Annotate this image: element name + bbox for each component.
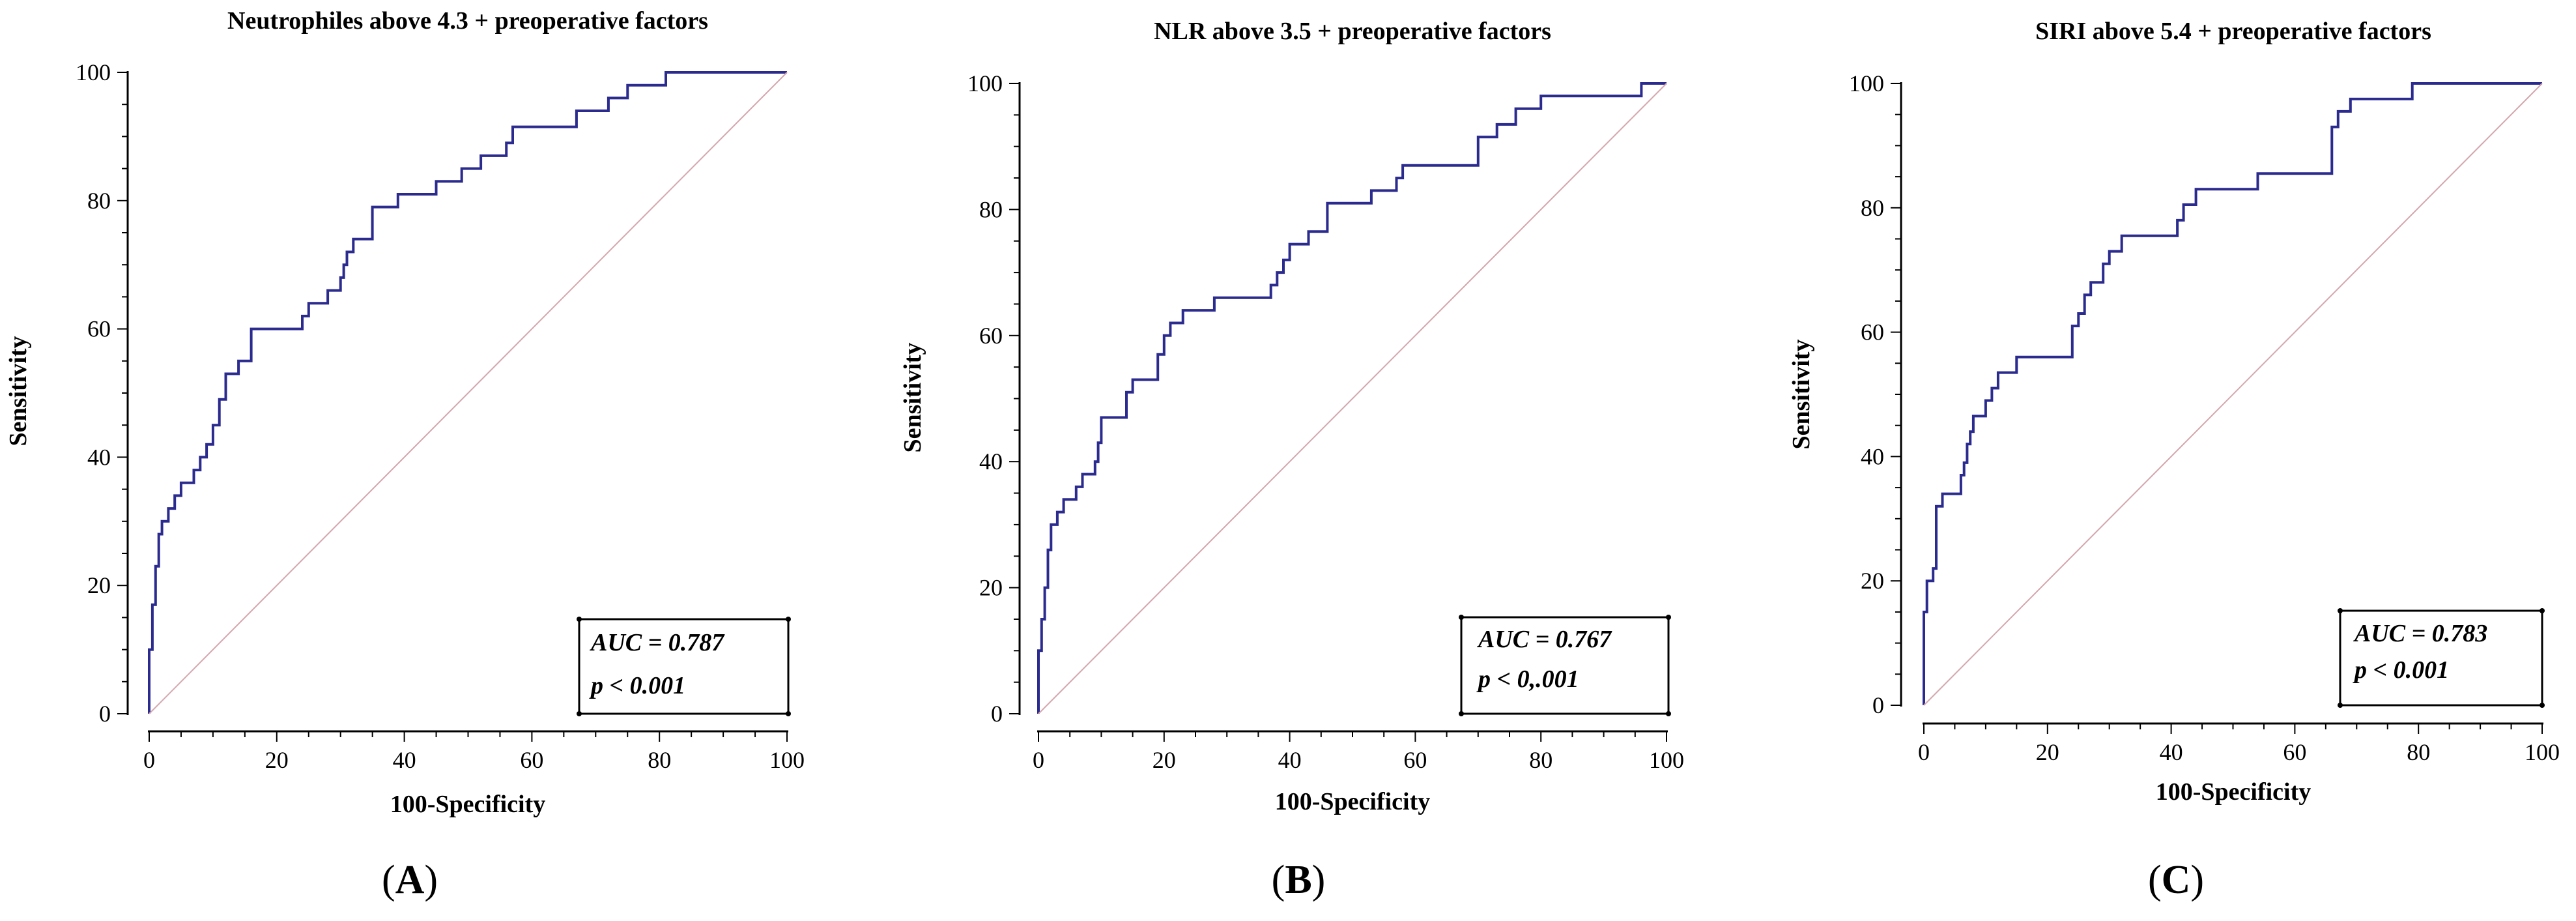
y-tick-label: 0 bbox=[991, 701, 1003, 727]
reference-diagonal-line bbox=[1038, 83, 1667, 714]
roc-curve bbox=[148, 71, 787, 714]
y-tick-label: 80 bbox=[87, 188, 111, 214]
auc-label: AUC = 0.767 bbox=[1477, 626, 1612, 653]
x-tick-label: 60 bbox=[520, 747, 543, 773]
y-tick-label: 80 bbox=[1861, 195, 1884, 221]
p-value-label: p < 0.001 bbox=[589, 672, 685, 699]
y-axis-title: Sensitivity bbox=[1788, 340, 1815, 450]
x-tick-label: 0 bbox=[143, 747, 155, 773]
y-axis-title: Sensitivity bbox=[5, 336, 32, 446]
y-tick-label: 40 bbox=[87, 444, 111, 470]
x-tick-label: 80 bbox=[1529, 747, 1553, 773]
auc-label: AUC = 0.787 bbox=[590, 629, 725, 656]
panel-title: Neutrophiles above 4.3 + preoperative fa… bbox=[227, 7, 708, 35]
y-tick-label: 60 bbox=[979, 323, 1003, 349]
panel-title: SIRI above 5.4 + preoperative factors bbox=[2035, 18, 2431, 45]
panel-letter: (B) bbox=[1272, 858, 1326, 902]
x-tick-label: 40 bbox=[1278, 747, 1302, 773]
reference-diagonal-line bbox=[1923, 83, 2543, 706]
y-tick-label: 100 bbox=[76, 59, 111, 85]
stats-box-corner-dot bbox=[577, 617, 582, 622]
x-tick-label: 20 bbox=[265, 747, 289, 773]
y-axis-title: Sensitivity bbox=[899, 343, 926, 453]
y-tick-label: 20 bbox=[87, 572, 111, 598]
x-tick-label: 100 bbox=[769, 747, 805, 773]
x-tick-label: 40 bbox=[393, 747, 416, 773]
roc-curve bbox=[1923, 82, 2542, 705]
x-tick-label: 0 bbox=[1033, 747, 1044, 773]
x-axis-title: 100-Specificity bbox=[390, 791, 546, 818]
p-value-label: p < 0,.001 bbox=[1476, 665, 1579, 693]
stats-box-corner-dot bbox=[2338, 608, 2343, 613]
x-tick-label: 20 bbox=[2036, 739, 2059, 765]
stats-box-corner-dot bbox=[2338, 703, 2343, 708]
y-tick-label: 100 bbox=[1849, 70, 1884, 96]
y-tick-label: 20 bbox=[979, 575, 1003, 601]
x-tick-label: 20 bbox=[1152, 747, 1176, 773]
stats-box bbox=[2339, 609, 2543, 707]
y-tick-label: 20 bbox=[1861, 568, 1884, 594]
x-tick-label: 40 bbox=[2160, 739, 2183, 765]
roc-curve bbox=[1037, 82, 1667, 714]
panel-letter: (A) bbox=[382, 858, 438, 902]
x-tick-label: 60 bbox=[1403, 747, 1427, 773]
stats-box-corner-dot bbox=[2540, 608, 2545, 613]
stats-box bbox=[1460, 616, 1670, 715]
stats-box-corner-dot bbox=[1459, 711, 1464, 716]
stats-box-corner-dot bbox=[2540, 703, 2545, 708]
y-tick-label: 40 bbox=[1861, 443, 1884, 469]
stats-box-corner-dot bbox=[786, 711, 791, 716]
x-tick-label: 100 bbox=[1649, 747, 1684, 773]
panel-title: NLR above 3.5 + preoperative factors bbox=[1154, 18, 1551, 45]
y-tick-label: 40 bbox=[979, 448, 1003, 475]
roc-panel-a: Neutrophiles above 4.3 + preoperative fa… bbox=[5, 7, 805, 902]
roc-panel-c: SIRI above 5.4 + preoperative factors 0 20… bbox=[1788, 18, 2560, 902]
y-tick-label: 80 bbox=[979, 196, 1003, 222]
stats-box-corner-dot bbox=[1666, 711, 1671, 716]
y-tick-label: 100 bbox=[967, 70, 1003, 96]
roc-panel-b: NLR above 3.5 + preoperative factors 0 20 4… bbox=[899, 18, 1684, 902]
y-tick-label: 60 bbox=[87, 316, 111, 342]
y-tick-label: 60 bbox=[1861, 319, 1884, 345]
y-tick-label: 0 bbox=[1872, 692, 1884, 718]
x-tick-label: 80 bbox=[2407, 739, 2430, 765]
y-tick-label: 0 bbox=[99, 701, 111, 727]
panel-letter: (C) bbox=[2148, 858, 2204, 902]
stats-box-corner-dot bbox=[577, 711, 582, 716]
x-tick-label: 60 bbox=[2283, 739, 2306, 765]
reference-diagonal-line bbox=[149, 72, 788, 714]
stats-box-corner-dot bbox=[1666, 615, 1671, 620]
x-axis-title: 100-Specificity bbox=[1275, 788, 1431, 815]
x-tick-label: 80 bbox=[648, 747, 671, 773]
stats-box-corner-dot bbox=[1459, 615, 1464, 620]
x-tick-label: 100 bbox=[2525, 739, 2560, 765]
stats-box bbox=[578, 618, 790, 715]
p-value-label: p < 0.001 bbox=[2353, 656, 2449, 684]
x-tick-label: 0 bbox=[1918, 739, 1930, 765]
stats-box-corner-dot bbox=[786, 617, 791, 622]
x-axis-title: 100-Specificity bbox=[2156, 778, 2311, 806]
auc-label: AUC = 0.783 bbox=[2353, 620, 2487, 647]
